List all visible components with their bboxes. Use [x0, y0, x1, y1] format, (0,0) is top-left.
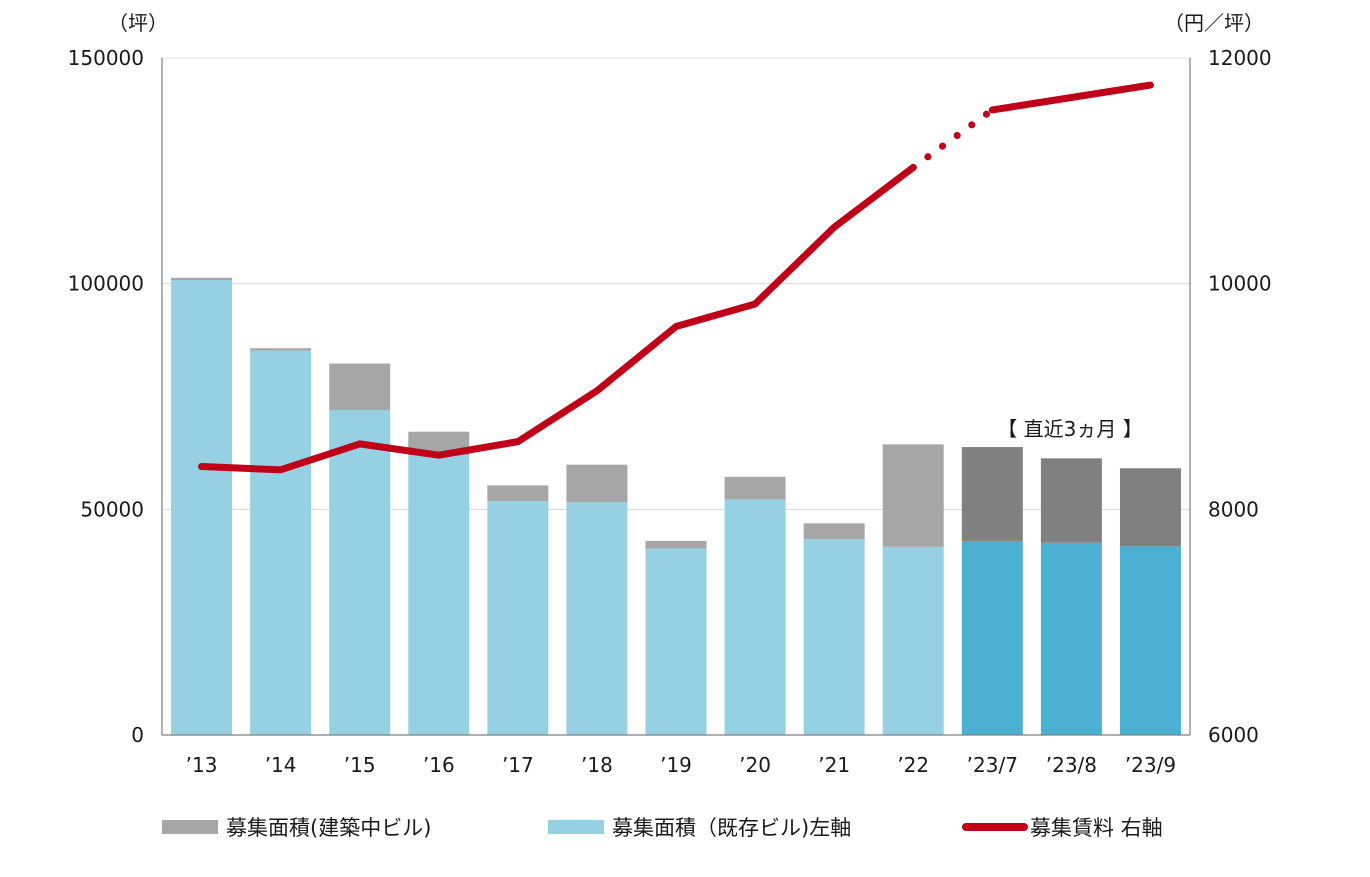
- left-tick-label: 0: [131, 723, 144, 747]
- bar-construction: [566, 464, 628, 503]
- legend-label-rent: 募集賃料 右軸: [1030, 816, 1163, 840]
- legend-item-rent: 募集賃料 右軸: [962, 812, 1163, 842]
- bar-construction: [645, 540, 707, 549]
- tick-labels: 0 50000 100000 150000 6000 8000 10000 12000 ’13 ’…: [68, 46, 1272, 777]
- x-tick-label: ’19: [660, 753, 692, 777]
- x-tick-label: ’13: [186, 753, 218, 777]
- legend-swatch-existing: [548, 820, 604, 834]
- x-tick-label: ’14: [265, 753, 297, 777]
- bar-existing: [566, 502, 628, 735]
- legend-label-existing: 募集面積（既存ビル)左軸: [612, 816, 852, 840]
- bar-existing: [724, 499, 786, 735]
- legend-item-construction: 募集面積(建築中ビル): [162, 812, 431, 842]
- bar-construction: [329, 363, 391, 411]
- left-tick-label: 50000: [80, 497, 144, 521]
- x-tick-label: ’17: [502, 753, 534, 777]
- bar-construction: [961, 447, 1023, 541]
- right-tick-label: 12000: [1208, 46, 1272, 70]
- bar-construction: [171, 277, 233, 281]
- x-tick-label: ’23/9: [1125, 753, 1176, 777]
- bar-construction: [724, 476, 786, 500]
- bar-construction: [250, 348, 312, 351]
- bar-existing: [408, 455, 470, 735]
- recent-annotation: 【 直近3ヵ月 】: [997, 417, 1142, 441]
- rent-line-dotted: [909, 106, 996, 171]
- x-tick-label: ’18: [581, 753, 613, 777]
- bar-existing: [803, 539, 865, 735]
- bar-existing: [645, 548, 707, 735]
- x-tick-label: ’21: [818, 753, 850, 777]
- bar-construction: [1119, 468, 1181, 547]
- x-tick-label: ’15: [344, 753, 376, 777]
- bar-existing: [329, 410, 391, 735]
- x-tick-label: ’23/8: [1046, 753, 1097, 777]
- legend-label-construction: 募集面積(建築中ビル): [226, 816, 432, 840]
- bar-construction: [487, 485, 549, 502]
- bar-existing: [250, 350, 312, 735]
- bar-existing: [961, 540, 1023, 735]
- left-axis-unit: （坪）: [108, 11, 168, 35]
- bar-existing: [487, 501, 549, 735]
- x-tick-label: ’22: [897, 753, 929, 777]
- x-tick-label: ’23/7: [967, 753, 1018, 777]
- bars: [171, 277, 1181, 735]
- left-tick-label: 150000: [68, 46, 144, 70]
- right-axis-unit: （円／坪）: [1164, 11, 1264, 35]
- axes: [161, 58, 1191, 736]
- bar-existing: [171, 280, 233, 735]
- bar-existing: [882, 546, 944, 735]
- right-tick-label: 8000: [1208, 497, 1259, 521]
- gridlines: [162, 57, 1190, 510]
- bar-construction: [1040, 458, 1102, 543]
- right-tick-label: 6000: [1208, 723, 1259, 747]
- left-tick-label: 100000: [68, 272, 144, 296]
- x-tick-label: ’20: [739, 753, 771, 777]
- rent-line-solid-early: [198, 163, 917, 474]
- rent-line: [198, 81, 1154, 474]
- bar-existing: [1119, 546, 1181, 735]
- x-tick-label: ’16: [423, 753, 455, 777]
- legend-swatch-rent: [962, 823, 1028, 831]
- bar-construction: [803, 523, 865, 540]
- legend-swatch-construction: [162, 820, 218, 834]
- bar-construction: [882, 444, 944, 547]
- bar-existing: [1040, 542, 1102, 735]
- right-tick-label: 10000: [1208, 272, 1272, 296]
- legend-item-existing: 募集面積（既存ビル)左軸: [548, 812, 851, 842]
